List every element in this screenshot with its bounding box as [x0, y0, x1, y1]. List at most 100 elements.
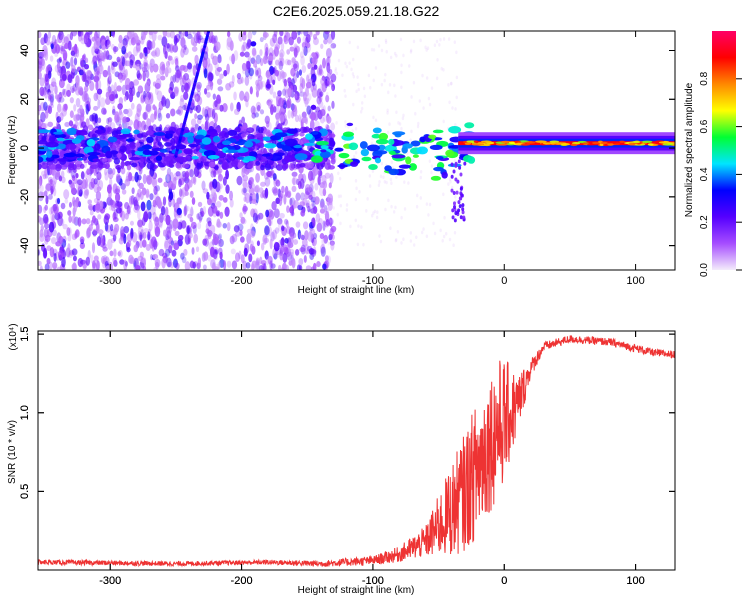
spectrogram-cell: [88, 203, 93, 211]
y-tick-label: 1.5: [19, 326, 31, 341]
spectrogram-cell: [66, 89, 71, 97]
spectrogram-cell: [151, 49, 158, 58]
spectrogram-cell: [197, 211, 204, 221]
spectrogram-cell: [190, 127, 195, 133]
spectrogram-cell: [217, 86, 224, 92]
spectrogram-cell: [339, 221, 342, 226]
spectrogram-cell: [329, 139, 336, 147]
spectrogram-cell: [316, 89, 321, 99]
spectrogram-cell: [260, 181, 266, 187]
spectrogram-cell: [447, 182, 450, 186]
spectrogram-cell: [126, 164, 132, 171]
spectrogram-cell: [365, 209, 368, 213]
spectrogram-cell: [47, 70, 52, 79]
spectrogram-cell: [319, 208, 325, 214]
spectrogram-cell: [177, 199, 183, 206]
spectrogram-cell: [204, 144, 217, 151]
spectrogram-cell: [91, 133, 99, 139]
spectrogram-cell: [164, 132, 173, 139]
spectrogram-cell: [435, 39, 439, 44]
spectrogram-cell: [408, 64, 411, 68]
spectrogram-cell: [38, 156, 44, 164]
spectrogram-cell: [428, 102, 432, 107]
spectrogram-cell: [308, 194, 313, 200]
spectrogram-cell: [167, 55, 173, 61]
spectrogram-cell: [170, 75, 174, 84]
spectrogram-cell: [429, 144, 443, 150]
spectrogram-cell: [135, 192, 141, 202]
spectrogram-cell: [255, 192, 259, 204]
spectrogram-cell: [137, 218, 143, 229]
spectrogram-cell: [295, 192, 301, 201]
spectrogram-cell: [231, 53, 236, 65]
spectrogram-cell: [322, 188, 327, 197]
spectrogram-cell: [104, 163, 111, 170]
spectrogram-cell: [111, 61, 118, 67]
spectrogram-cell: [38, 31, 42, 39]
spectrogram-cell: [212, 178, 218, 189]
y-tick-label: 20: [19, 93, 31, 105]
spectrogram-cell: [91, 46, 95, 56]
spectrogram-cell: [140, 201, 146, 212]
spectrogram-cell: [113, 259, 118, 267]
spectrogram-cell: [219, 73, 224, 79]
spectrogram-cell: [410, 95, 413, 99]
spectrogram-cell: [388, 138, 395, 146]
spectrogram-cell: [316, 140, 329, 146]
spectrogram-cell: [177, 105, 183, 116]
spectrogram-cell: [105, 91, 110, 99]
spectrogram-cell: [142, 232, 147, 240]
spectrogram-cell: [242, 205, 248, 212]
spectrogram-cell: [38, 175, 43, 187]
spectrogram-cell: [150, 179, 157, 185]
spectrogram-cell: [324, 255, 329, 263]
spectrogram-cell: [311, 131, 319, 135]
spectrogram-cell: [92, 55, 98, 66]
spectrogram-cell: [188, 31, 192, 36]
spectrogram-cell: [430, 164, 434, 168]
spectrogram-cell: [609, 141, 617, 144]
spectrogram-cell: [279, 52, 284, 63]
spectrogram-cell: [252, 49, 257, 59]
spectrogram-cell: [149, 193, 154, 201]
spectrogram-cell: [38, 184, 44, 193]
spectrogram-cell: [38, 248, 41, 257]
spectrogram-cell: [146, 161, 155, 170]
spectrogram-cell: [63, 52, 68, 61]
spectrogram-cell: [89, 81, 95, 92]
spectrogram-cell: [273, 106, 277, 113]
spectrogram-cell: [265, 209, 270, 218]
spectrogram-cell: [181, 163, 190, 169]
spectrogram-cell: [61, 256, 66, 268]
spectrogram-cell: [218, 157, 226, 163]
spectrogram-cell: [60, 170, 65, 179]
spectrogram-cell: [112, 234, 117, 242]
spectrogram-cell: [164, 248, 170, 257]
spectrogram-cell: [395, 53, 398, 58]
spectrogram-cell: [452, 169, 456, 174]
spectrogram-cell: [133, 244, 139, 253]
spectrogram-cell: [102, 69, 109, 78]
spectrogram-cell: [126, 205, 131, 215]
spectrogram-cell: [111, 43, 115, 50]
spectrogram-cell: [112, 46, 119, 53]
spectrogram-cell: [422, 227, 425, 231]
spectrogram-cell: [70, 50, 75, 56]
spectrogram-cell: [327, 105, 331, 112]
spectrogram-cell: [216, 78, 223, 85]
spectrogram-cell: [312, 246, 317, 256]
spectrogram-cell: [197, 257, 202, 267]
spectrogram-cell: [78, 33, 82, 42]
spectrogram-cell: [184, 204, 188, 216]
spectrogram-cell: [164, 51, 168, 59]
spectrogram-cell: [115, 165, 122, 170]
spectrogram-cell: [125, 138, 134, 142]
spectrogram-cell: [394, 238, 398, 243]
spectrogram-cell: [233, 225, 240, 233]
spectrogram-cell: [216, 168, 223, 174]
spectrogram-cell: [607, 143, 614, 146]
y-tick-label: 40: [19, 44, 31, 56]
spectrogram-cell: [56, 61, 61, 71]
spectrogram-cell: [149, 204, 156, 216]
snr-x-label: Height of straight line (km): [298, 585, 415, 596]
